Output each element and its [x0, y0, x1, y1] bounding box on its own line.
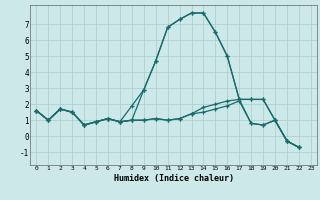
X-axis label: Humidex (Indice chaleur): Humidex (Indice chaleur)	[114, 174, 234, 183]
